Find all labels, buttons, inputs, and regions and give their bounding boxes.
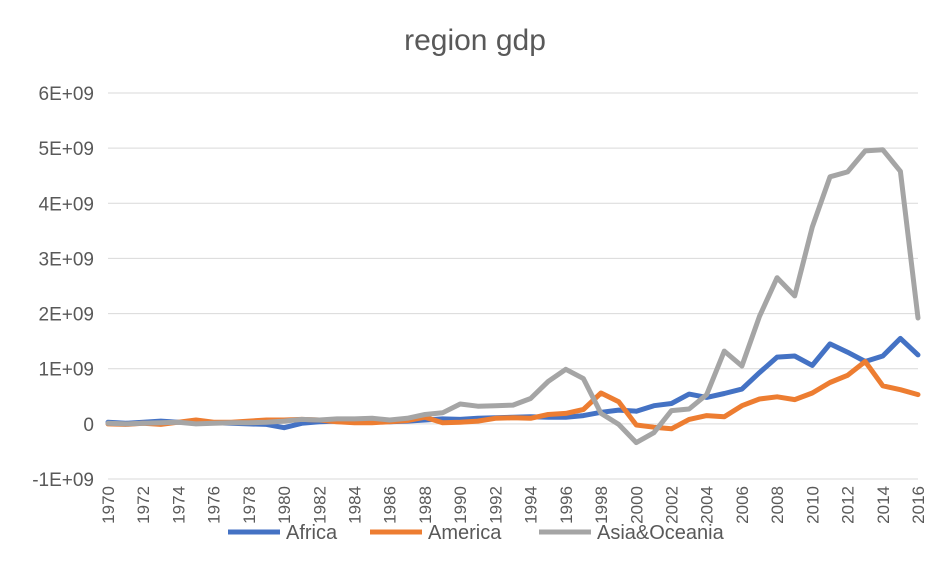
x-tick-label: 1976 [205, 486, 224, 524]
x-tick-label: 2010 [803, 486, 822, 524]
y-tick-label: 1E+09 [39, 360, 94, 381]
x-tick-label: 1974 [169, 486, 188, 524]
x-tick-label: 1990 [451, 486, 470, 524]
x-tick-label: 2006 [733, 486, 752, 524]
x-tick-label: 1994 [522, 486, 541, 524]
legend: Africa America Asia&Oceania [228, 522, 725, 544]
y-axis: 6E+09 5E+09 4E+09 3E+09 2E+09 1E+09 0 -1E+09 [32, 84, 94, 491]
x-tick-label: 2004 [698, 486, 717, 524]
x-tick-label: 2014 [874, 486, 893, 524]
series-lines [105, 147, 921, 446]
y-tick-label: 5E+09 [39, 139, 94, 160]
series-line-africa [105, 335, 921, 431]
y-tick-label: -1E+09 [32, 470, 94, 491]
x-tick-label: 2002 [662, 486, 681, 524]
x-tick-label: 1998 [592, 486, 611, 524]
y-tick-label: 2E+09 [39, 305, 94, 326]
x-tick-label: 2000 [627, 486, 646, 524]
x-tick-label: 1982 [310, 486, 329, 524]
x-tick-label: 1980 [275, 486, 294, 524]
legend-label: Asia&Oceania [597, 522, 725, 544]
y-tick-label: 3E+09 [39, 249, 94, 270]
legend-label: Africa [286, 522, 338, 544]
series-line-asia-oceania [105, 147, 921, 446]
x-tick-label: 1986 [381, 486, 400, 524]
x-tick-label: 1992 [486, 486, 505, 524]
x-tick-label: 1972 [134, 486, 153, 524]
x-tick-label: 1970 [99, 486, 118, 524]
legend-label: America [428, 522, 502, 544]
series-line-america [105, 359, 921, 432]
x-tick-label: 1984 [346, 486, 365, 524]
x-tick-label: 1978 [240, 486, 259, 524]
y-tick-label: 6E+09 [39, 84, 94, 105]
x-tick-label: 2012 [839, 486, 858, 524]
y-tick-label: 4E+09 [39, 194, 94, 215]
x-tick-label: 2016 [909, 486, 928, 524]
y-tick-label: 0 [83, 415, 94, 436]
x-tick-label: 1988 [416, 486, 435, 524]
x-tick-label: 1996 [557, 486, 576, 524]
x-axis: 1970 1972 1974 1976 1978 1980 1982 1984 1986 1988… [99, 486, 928, 524]
chart-title: region gdp [404, 24, 546, 57]
x-tick-label: 2008 [768, 486, 787, 524]
